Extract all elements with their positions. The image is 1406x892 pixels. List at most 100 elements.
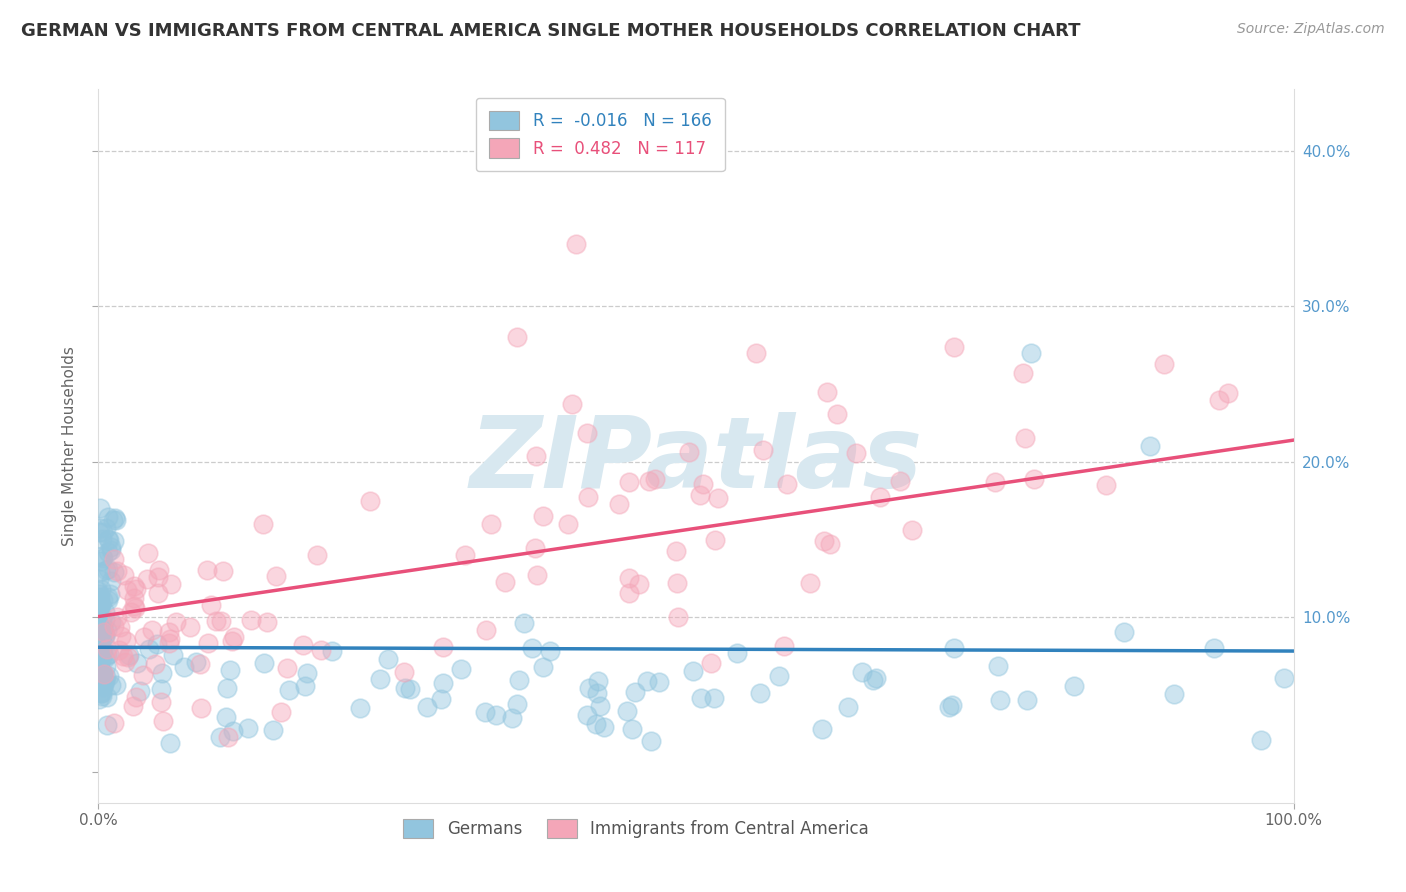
Point [94, 629, 117, 643]
Point [124, 601, 146, 615]
Point [91, 689, 114, 703]
Point [988, 693, 1011, 707]
Point [725, 646, 748, 660]
Point [513, 615, 536, 630]
Point [93, 667, 115, 681]
Point [148, 563, 170, 577]
Point [103, 619, 125, 633]
Point [479, 517, 502, 532]
Point [321, 644, 343, 658]
Point [666, 609, 689, 624]
Point [1095, 477, 1118, 491]
Point [96, 648, 118, 662]
Point [98, 647, 121, 661]
Point [825, 407, 848, 421]
Point [1022, 472, 1045, 486]
Point [531, 509, 554, 524]
Point [200, 599, 222, 613]
Point [89, 501, 111, 516]
Point [125, 657, 148, 671]
Point [942, 340, 965, 354]
Point [665, 544, 688, 558]
Point [218, 664, 240, 678]
Point [117, 649, 139, 664]
Point [588, 673, 610, 688]
Point [432, 640, 454, 654]
Point [103, 552, 125, 566]
Point [851, 665, 873, 679]
Point [640, 734, 662, 748]
Point [585, 716, 607, 731]
Point [98, 587, 121, 601]
Point [205, 614, 228, 628]
Point [173, 660, 195, 674]
Point [87, 668, 110, 682]
Point [150, 681, 173, 696]
Point [157, 624, 180, 639]
Point [692, 477, 714, 491]
Point [87, 587, 110, 601]
Point [474, 705, 496, 719]
Point [221, 633, 243, 648]
Point [188, 657, 211, 672]
Point [94, 670, 117, 684]
Point [87, 632, 110, 647]
Point [745, 346, 768, 360]
Point [262, 723, 284, 737]
Point [87, 592, 110, 607]
Point [91, 632, 114, 646]
Point [91, 549, 114, 564]
Point [108, 620, 131, 634]
Point [377, 652, 399, 666]
Point [150, 666, 173, 681]
Point [394, 681, 416, 695]
Point [1063, 679, 1085, 693]
Point [862, 673, 884, 687]
Point [97, 590, 120, 604]
Point [96, 624, 118, 638]
Point [87, 525, 110, 540]
Legend: Germans, Immigrants from Central America: Germans, Immigrants from Central America [396, 812, 876, 845]
Point [217, 681, 239, 695]
Point [122, 579, 145, 593]
Point [148, 570, 170, 584]
Point [309, 643, 332, 657]
Point [359, 494, 381, 508]
Point [749, 686, 772, 700]
Point [87, 599, 110, 614]
Point [107, 610, 129, 624]
Point [91, 680, 114, 694]
Point [87, 670, 110, 684]
Point [87, 673, 110, 688]
Point [103, 565, 125, 579]
Point [125, 582, 148, 596]
Point [703, 691, 725, 706]
Point [690, 691, 713, 706]
Point [586, 686, 609, 700]
Point [97, 669, 120, 683]
Point [105, 678, 128, 692]
Point [94, 606, 117, 620]
Point [145, 637, 167, 651]
Point [1216, 386, 1239, 401]
Point [87, 584, 110, 599]
Point [578, 681, 600, 695]
Point [197, 635, 219, 649]
Point [91, 621, 114, 635]
Point [576, 426, 599, 441]
Point [524, 449, 547, 463]
Point [91, 551, 114, 566]
Point [240, 613, 263, 627]
Point [561, 397, 583, 411]
Point [90, 553, 112, 567]
Text: Source: ZipAtlas.com: Source: ZipAtlas.com [1237, 22, 1385, 37]
Point [538, 644, 561, 658]
Point [987, 658, 1010, 673]
Point [454, 548, 477, 562]
Y-axis label: Single Mother Households: Single Mother Households [62, 346, 77, 546]
Point [575, 708, 598, 723]
Point [190, 700, 212, 714]
Point [90, 597, 112, 611]
Point [97, 562, 120, 576]
Point [97, 509, 120, 524]
